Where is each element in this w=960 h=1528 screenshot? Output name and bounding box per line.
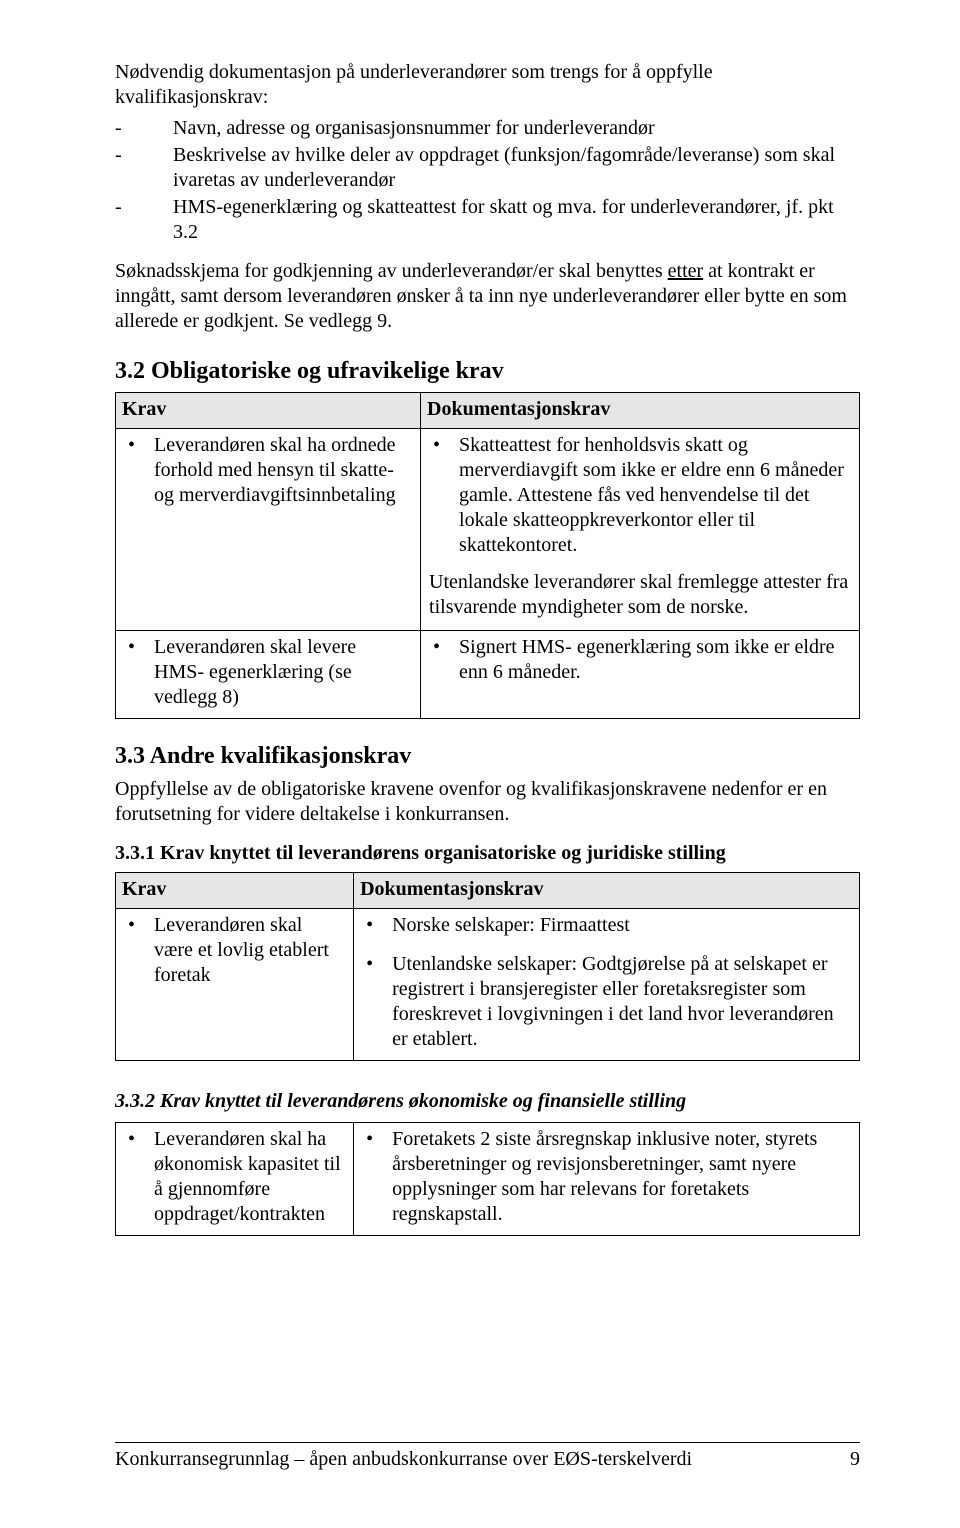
heading-3-3: 3.3 Andre kvalifikasjonskrav — [115, 741, 860, 771]
dok-1-extra: Utenlandske leverandører skal fremlegge … — [429, 570, 853, 620]
krav-332: Leverandøren skal ha økonomisk kapasitet… — [154, 1127, 347, 1227]
table-3-2: Krav Dokumentasjonskrav • Leverandøren s… — [115, 392, 860, 719]
table-row: • Leverandøren skal ha ordnede forhold m… — [116, 429, 421, 631]
col-dok: Dokumentasjonskrav — [421, 393, 860, 429]
col-dok: Dokumentasjonskrav — [354, 873, 860, 909]
dash-icon: - — [115, 143, 173, 193]
bullet-icon: • — [360, 952, 392, 1052]
intro-bullet-1: Beskrivelse av hvilke deler av oppdraget… — [173, 143, 860, 193]
footer-page-number: 9 — [850, 1447, 860, 1472]
bullet-icon: • — [122, 635, 154, 710]
table-row: • Norske selskaper: Firmaattest • Utenla… — [354, 909, 860, 1061]
krav-331: Leverandøren skal være et lovlig etabler… — [154, 913, 347, 988]
schema-pre: Søknadsskjema for godkjenning av underle… — [115, 260, 668, 282]
table-row: • Skatteattest for henholdsvis skatt og … — [421, 429, 860, 631]
footer-title: Konkurransegrunnlag – åpen anbudskonkurr… — [115, 1447, 692, 1472]
dash-icon: - — [115, 116, 173, 141]
heading-3-2: 3.2 Obligatoriske og ufravikelige krav — [115, 356, 860, 386]
heading-3-3-1: 3.3.1 Krav knyttet til leverandørens org… — [115, 841, 860, 866]
bullet-icon: • — [360, 913, 392, 938]
table-row: • Leverandøren skal være et lovlig etabl… — [116, 909, 354, 1061]
dok-2: Signert HMS- egenerklæring som ikke er e… — [459, 635, 853, 685]
page-footer: Konkurransegrunnlag – åpen anbudskonkurr… — [115, 1442, 860, 1472]
krav-2: Leverandøren skal levere HMS- egenerklær… — [154, 635, 414, 710]
table-row: • Leverandøren skal levere HMS- egenerkl… — [116, 631, 421, 719]
schema-underline: etter — [668, 260, 704, 282]
intro-bullet-0: Navn, adresse og organisasjonsnummer for… — [173, 116, 860, 141]
heading-3-3-2: 3.3.2 Krav knyttet til leverandørens øko… — [115, 1089, 860, 1114]
table-row: • Foretakets 2 siste årsregnskap inklusi… — [354, 1123, 860, 1236]
col-krav: Krav — [116, 393, 421, 429]
table-row: • Signert HMS- egenerklæring som ikke er… — [421, 631, 860, 719]
bullet-icon: • — [360, 1127, 392, 1227]
bullet-icon: • — [427, 635, 459, 685]
intro-lead: Nødvendig dokumentasjon på underleverand… — [115, 60, 860, 110]
intro-schema: Søknadsskjema for godkjenning av underle… — [115, 259, 860, 334]
intro-3-3: Oppfyllelse av de obligatoriske kravene … — [115, 777, 860, 827]
dok-1: Skatteattest for henholdsvis skatt og me… — [459, 433, 853, 558]
intro-bullet-2: HMS-egenerklæring og skatteattest for sk… — [173, 195, 860, 245]
bullet-icon: • — [122, 913, 154, 988]
footer-divider — [115, 1442, 860, 1443]
bullet-icon: • — [122, 1127, 154, 1227]
bullet-icon: • — [122, 433, 154, 508]
table-3-3-1: Krav Dokumentasjonskrav • Leverandøren s… — [115, 872, 860, 1061]
dok-331b: Utenlandske selskaper: Godtgjørelse på a… — [392, 952, 853, 1052]
dash-icon: - — [115, 195, 173, 245]
dok-331a: Norske selskaper: Firmaattest — [392, 913, 853, 938]
krav-1: Leverandøren skal ha ordnede forhold med… — [154, 433, 414, 508]
col-krav: Krav — [116, 873, 354, 909]
bullet-icon: • — [427, 433, 459, 558]
table-row: • Leverandøren skal ha økonomisk kapasit… — [116, 1123, 354, 1236]
intro-bullets: - Navn, adresse og organisasjonsnummer f… — [115, 116, 860, 245]
table-3-3-2: • Leverandøren skal ha økonomisk kapasit… — [115, 1122, 860, 1236]
dok-332: Foretakets 2 siste årsregnskap inklusive… — [392, 1127, 853, 1227]
